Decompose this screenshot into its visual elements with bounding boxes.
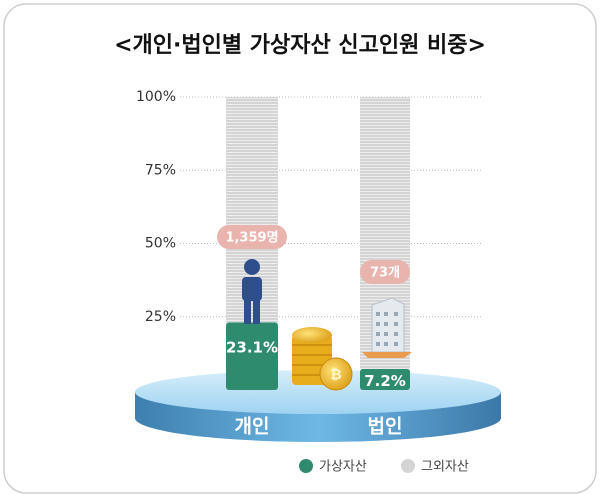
value-label: 7.2% <box>364 372 406 390</box>
legend-swatch <box>299 459 313 473</box>
frame <box>3 3 597 494</box>
person-icon <box>242 259 262 324</box>
value-label: 23.1% <box>226 339 278 357</box>
building-icon <box>362 297 412 358</box>
legend-label: 가상자산 <box>319 460 367 475</box>
y-tick-label: 50% <box>145 236 176 252</box>
legend-swatch <box>401 459 415 473</box>
legend-label: 그외자산 <box>421 460 469 475</box>
annotation-pill <box>217 225 287 249</box>
annotation: 73개 <box>370 266 400 281</box>
y-tick-label: 25% <box>145 309 176 325</box>
svg-text:₿: ₿ <box>330 367 341 383</box>
annotation: 1,359명 <box>225 230 278 246</box>
bar <box>360 368 410 390</box>
y-tick-label: 100% <box>136 89 176 105</box>
annotation-pill <box>360 260 410 284</box>
x-tick-label: 법인 <box>368 416 403 438</box>
legend: 가상자산 그외자산 <box>299 459 469 475</box>
y-tick-label: 75% <box>145 162 176 178</box>
coin-icon: ₿ <box>292 327 353 391</box>
bar <box>226 322 278 390</box>
x-tick-label: 개인 <box>235 416 270 438</box>
chart-title: <개인·법인별 가상자산 신고인원 비중> <box>114 33 486 58</box>
